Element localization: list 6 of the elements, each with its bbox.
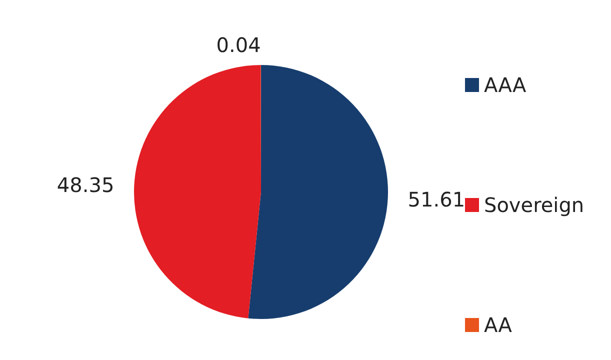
legend-label: AA xyxy=(484,313,512,337)
data-label: 51.61 xyxy=(408,187,466,212)
data-label: 48.35 xyxy=(56,172,114,197)
legend-label: Sovereign xyxy=(484,193,584,217)
legend-label: AAA xyxy=(484,73,526,97)
data-label: 0.04 xyxy=(216,33,261,57)
